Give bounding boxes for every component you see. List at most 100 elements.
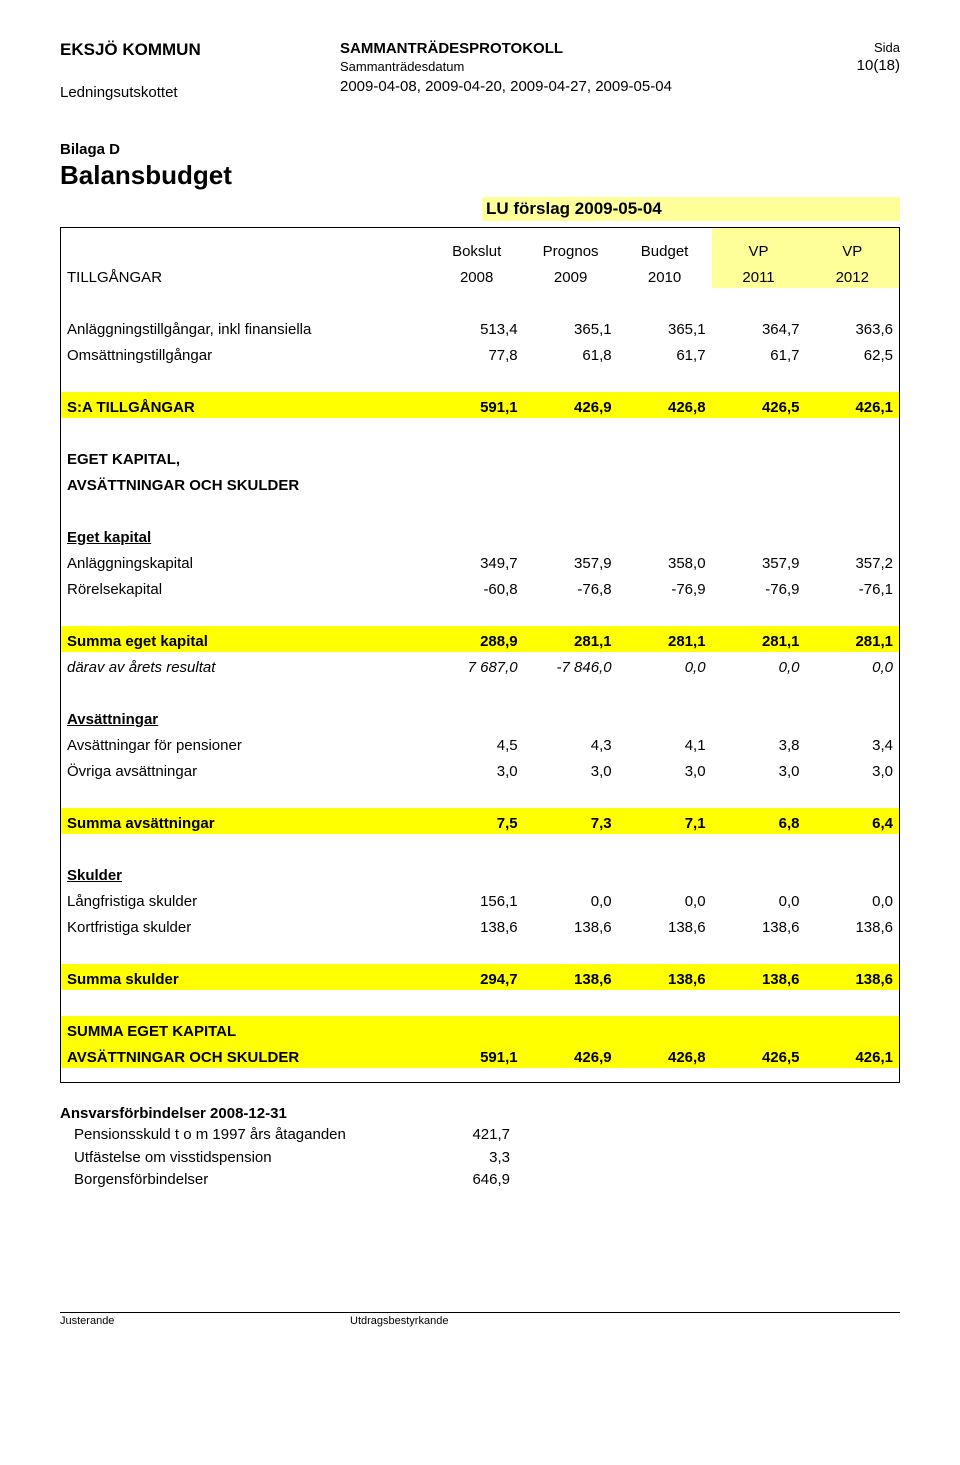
section-header-row: Eget kapital xyxy=(61,522,900,548)
col-prognos-top: Prognos xyxy=(524,228,618,263)
cell: 0,0 xyxy=(618,652,712,678)
cell: 281,1 xyxy=(806,626,900,652)
sida-label: Sida xyxy=(800,40,900,55)
cell: 363,6 xyxy=(806,314,900,340)
tillgangar-header: TILLGÅNGAR xyxy=(61,262,430,288)
cell: 6,4 xyxy=(806,808,900,834)
cell: -76,9 xyxy=(618,574,712,600)
cell: 426,1 xyxy=(806,392,900,418)
row-label: Avsättningar för pensioner xyxy=(61,730,430,756)
col-vp2-top: VP xyxy=(806,228,900,263)
table-row-summary: S:A TILLGÅNGAR 591,1 426,9 426,8 426,5 4… xyxy=(61,392,900,418)
cell: 0,0 xyxy=(618,886,712,912)
row-label: Övriga avsättningar xyxy=(61,756,430,782)
row-label: AVSÄTTNINGAR OCH SKULDER xyxy=(61,470,430,496)
row-label: Avsättningar xyxy=(61,704,430,730)
committee-name: Ledningsutskottet xyxy=(60,84,340,101)
cell: 7,1 xyxy=(618,808,712,834)
row-label: Summa avsättningar xyxy=(61,808,430,834)
cell: 365,1 xyxy=(618,314,712,340)
table-header: Bokslut Prognos Budget VP VP TILLGÅNGAR … xyxy=(61,228,900,289)
cell: 0,0 xyxy=(712,652,806,678)
section-header-row: Avsättningar xyxy=(61,704,900,730)
cell: 0,0 xyxy=(806,886,900,912)
cell: 7,3 xyxy=(524,808,618,834)
protocol-title: SAMMANTRÄDESPROTOKOLL xyxy=(340,40,800,57)
cell: 591,1 xyxy=(430,1042,524,1068)
row-label: AVSÄTTNINGAR OCH SKULDER xyxy=(61,1042,430,1068)
ansvars-heading: Ansvarsförbindelser 2008-12-31 xyxy=(60,1105,900,1122)
table-row: Kortfristiga skulder 138,6 138,6 138,6 1… xyxy=(61,912,900,938)
row-label: Skulder xyxy=(61,860,430,886)
table-row: därav av årets resultat 7 687,0 -7 846,0… xyxy=(61,652,900,678)
cell: 138,6 xyxy=(806,964,900,990)
cell: 426,1 xyxy=(806,1042,900,1068)
bilaga-label: Bilaga D xyxy=(60,141,900,158)
cell: 294,7 xyxy=(430,964,524,990)
cell: -60,8 xyxy=(430,574,524,600)
row-label: Anläggningskapital xyxy=(61,548,430,574)
cell: 138,6 xyxy=(712,964,806,990)
cell: 426,9 xyxy=(524,392,618,418)
cell: 0,0 xyxy=(712,886,806,912)
cell: 3,0 xyxy=(430,756,524,782)
cell: 3,0 xyxy=(712,756,806,782)
row-label: Borgensförbindelser xyxy=(60,1169,420,1192)
dates: 2009-04-08, 2009-04-20, 2009-04-27, 2009… xyxy=(340,78,800,95)
section-header-row: Skulder xyxy=(61,860,900,886)
table-row: Omsättningstillgångar 77,8 61,8 61,7 61,… xyxy=(61,340,900,366)
cell: 0,0 xyxy=(524,886,618,912)
ansvarsforbindelser: Ansvarsförbindelser 2008-12-31 Pensionss… xyxy=(60,1105,900,1192)
footer-utdrag: Utdragsbestyrkande xyxy=(350,1312,900,1365)
cell: 138,6 xyxy=(430,912,524,938)
document-title: Balansbudget xyxy=(60,160,900,191)
ansvars-row: Borgensförbindelser 646,9 xyxy=(60,1169,900,1192)
cell: 62,5 xyxy=(806,340,900,366)
cell: 357,2 xyxy=(806,548,900,574)
header-right: Sida 10(18) xyxy=(800,40,900,74)
row-label: EGET KAPITAL, xyxy=(61,444,430,470)
cell: 4,1 xyxy=(618,730,712,756)
table-row-summary: Summa skulder 294,7 138,6 138,6 138,6 13… xyxy=(61,964,900,990)
table-row: Övriga avsättningar 3,0 3,0 3,0 3,0 3,0 xyxy=(61,756,900,782)
cell: 138,6 xyxy=(806,912,900,938)
cell: 426,5 xyxy=(712,392,806,418)
col-bokslut-top: Bokslut xyxy=(430,228,524,263)
cell: 3,4 xyxy=(806,730,900,756)
cell: 591,1 xyxy=(430,392,524,418)
row-label: Eget kapital xyxy=(61,522,430,548)
cell: 281,1 xyxy=(524,626,618,652)
cell: 138,6 xyxy=(618,964,712,990)
cell: 61,7 xyxy=(618,340,712,366)
row-label: Summa eget kapital xyxy=(61,626,430,652)
row-label: Anläggningstillgångar, inkl finansiella xyxy=(61,314,430,340)
cell: -76,9 xyxy=(712,574,806,600)
row-value: 646,9 xyxy=(420,1169,510,1192)
col-budget-top: Budget xyxy=(618,228,712,263)
table-row-summary: AVSÄTTNINGAR OCH SKULDER 591,1 426,9 426… xyxy=(61,1042,900,1068)
cell: 426,9 xyxy=(524,1042,618,1068)
row-label: SUMMA EGET KAPITAL xyxy=(61,1016,430,1042)
section-header-row: AVSÄTTNINGAR OCH SKULDER xyxy=(61,470,900,496)
cell: 61,8 xyxy=(524,340,618,366)
date-label: Sammanträdesdatum xyxy=(340,59,800,74)
col-vp1-top: VP xyxy=(712,228,806,263)
cell: 0,0 xyxy=(806,652,900,678)
lu-forslag-box: LU förslag 2009-05-04 xyxy=(482,197,900,221)
col-vp1-bot: 2011 xyxy=(712,262,806,288)
col-prognos-bot: 2009 xyxy=(524,262,618,288)
cell: 513,4 xyxy=(430,314,524,340)
row-label: Rörelsekapital xyxy=(61,574,430,600)
section-header-row: EGET KAPITAL, xyxy=(61,444,900,470)
ansvars-row: Utfästelse om visstidspension 3,3 xyxy=(60,1147,900,1170)
cell: 357,9 xyxy=(712,548,806,574)
cell: 3,8 xyxy=(712,730,806,756)
cell: 138,6 xyxy=(524,912,618,938)
row-label: Pensionsskuld t o m 1997 års åtaganden xyxy=(60,1124,420,1147)
row-label: S:A TILLGÅNGAR xyxy=(61,392,430,418)
cell: 77,8 xyxy=(430,340,524,366)
cell: 7,5 xyxy=(430,808,524,834)
cell: 138,6 xyxy=(524,964,618,990)
header-left: EKSJÖ KOMMUN Ledningsutskottet xyxy=(60,40,340,101)
cell: 426,5 xyxy=(712,1042,806,1068)
